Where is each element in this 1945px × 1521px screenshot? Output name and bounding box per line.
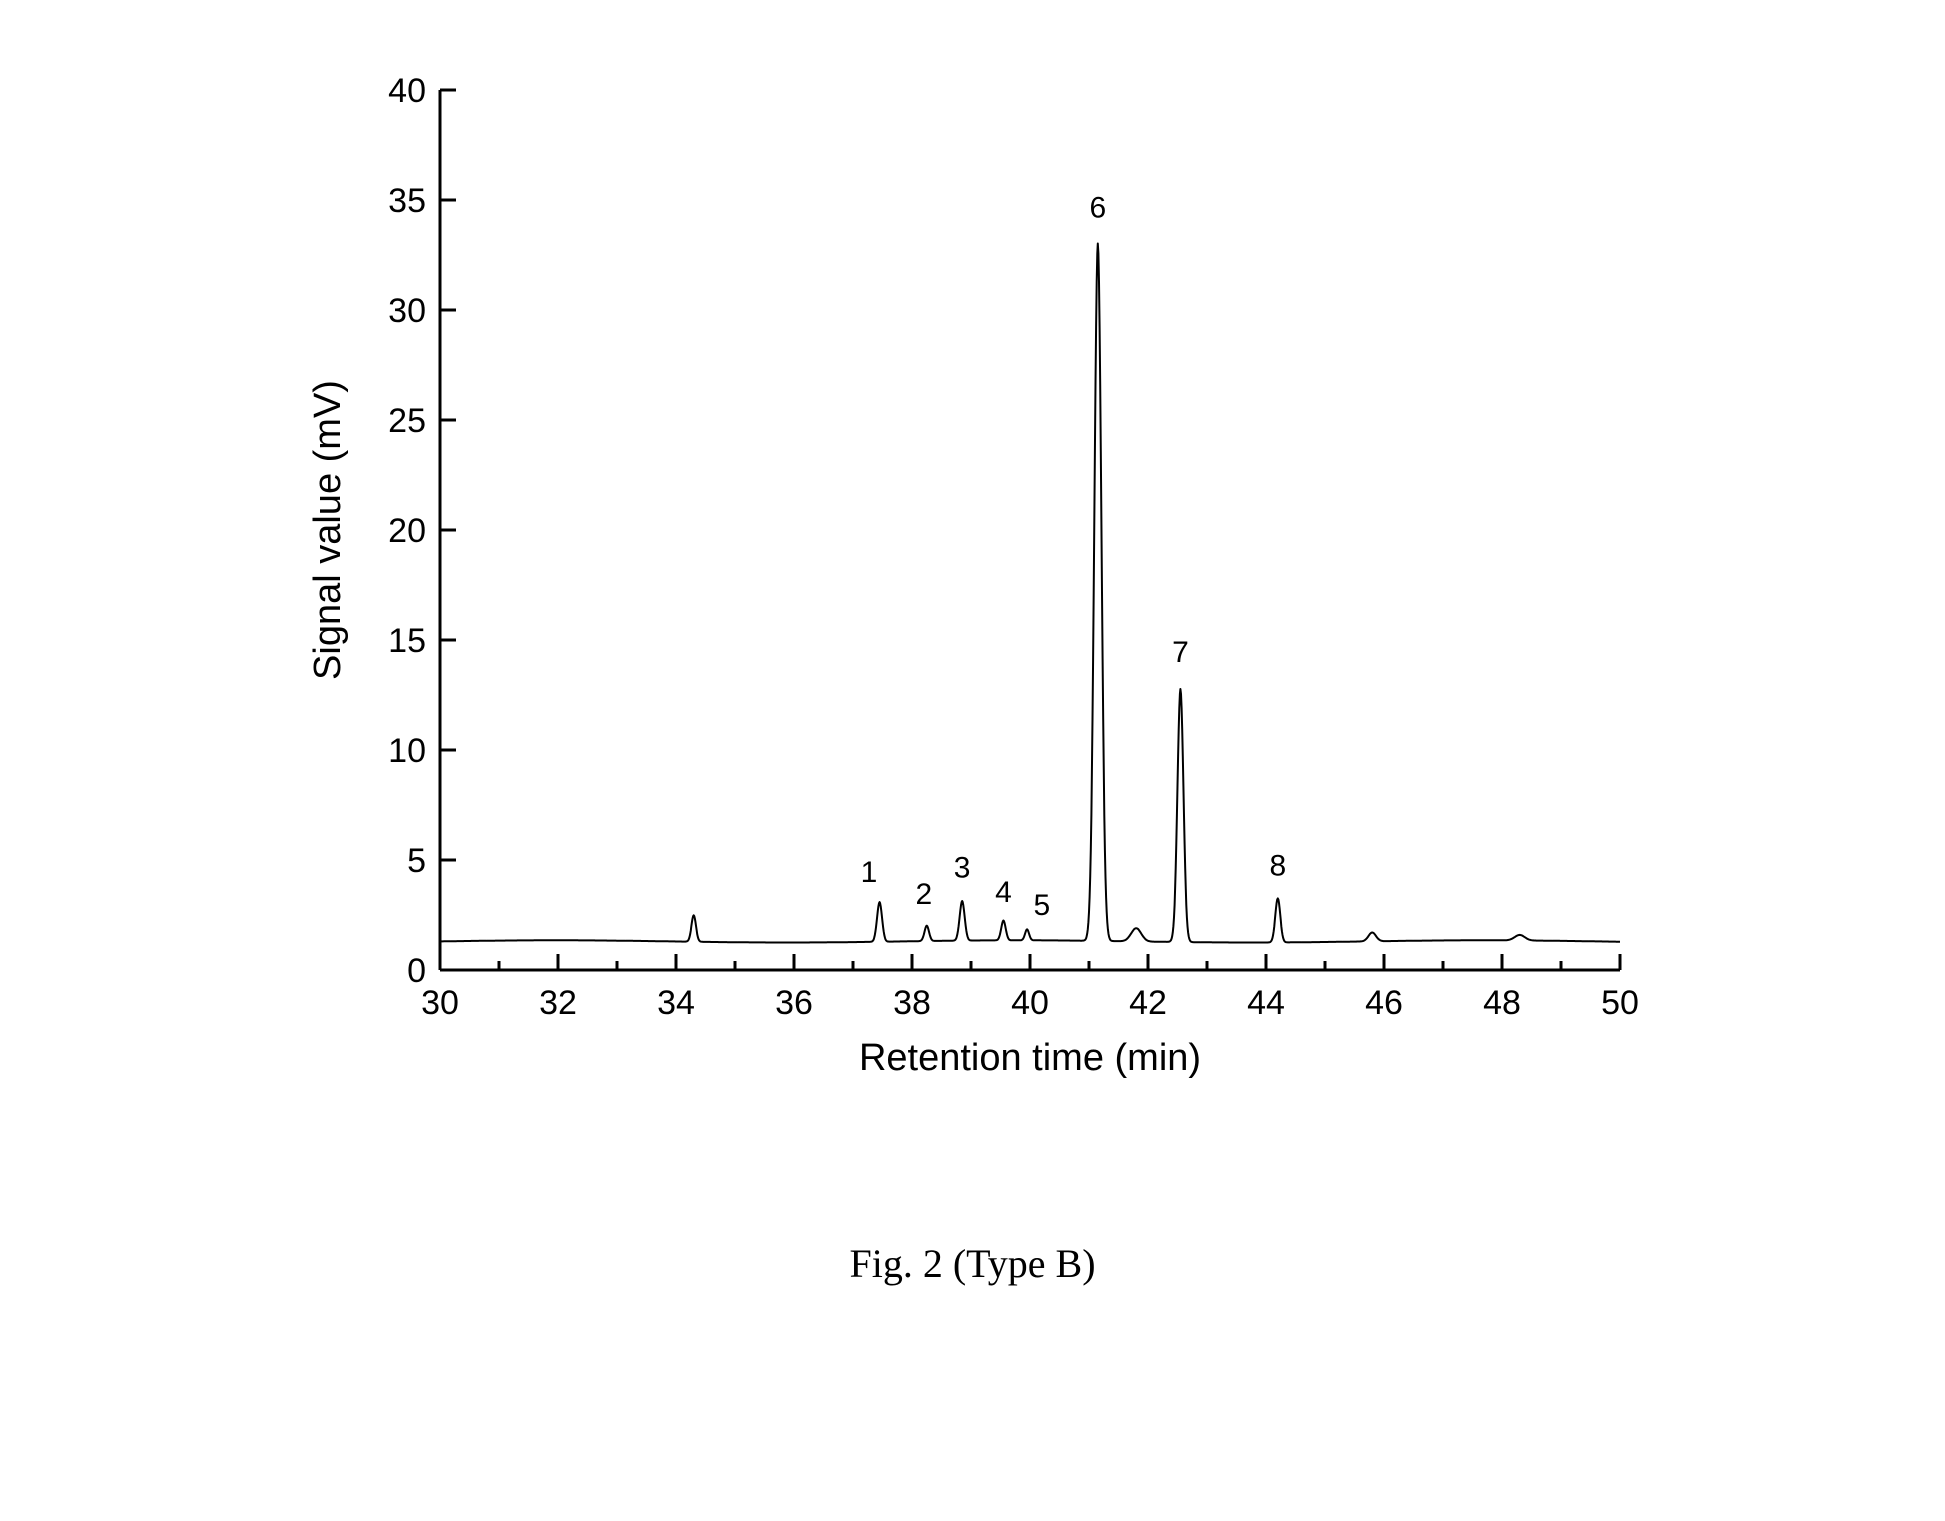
y-tick-label: 15 <box>388 622 426 660</box>
x-tick-label: 48 <box>1483 984 1521 1022</box>
chart-svg: 30323436384042444648500510152025303540Re… <box>180 30 1680 1080</box>
x-tick-label: 38 <box>893 984 931 1022</box>
y-tick-label: 40 <box>388 72 426 110</box>
y-tick-label: 35 <box>388 182 426 220</box>
x-tick-label: 44 <box>1247 984 1285 1022</box>
peak-label: 4 <box>995 876 1012 909</box>
y-tick-label: 10 <box>388 732 426 770</box>
x-tick-label: 36 <box>775 984 813 1022</box>
peak-label: 5 <box>1033 889 1050 922</box>
peak-label: 2 <box>915 878 932 911</box>
peak-label: 3 <box>954 852 971 885</box>
x-tick-label: 42 <box>1129 984 1167 1022</box>
chromatogram-trace <box>440 244 1620 943</box>
y-tick-label: 25 <box>388 402 426 440</box>
x-tick-label: 40 <box>1011 984 1049 1022</box>
peak-label: 7 <box>1172 636 1189 669</box>
page-root: 30323436384042444648500510152025303540Re… <box>0 0 1945 1521</box>
x-tick-label: 46 <box>1365 984 1403 1022</box>
y-tick-label: 5 <box>407 842 426 880</box>
figure-caption: Fig. 2 (Type B) <box>0 1240 1945 1287</box>
x-tick-label: 30 <box>421 984 459 1022</box>
peak-label: 8 <box>1269 849 1286 882</box>
chromatogram-chart: 30323436384042444648500510152025303540Re… <box>180 30 1680 1085</box>
y-tick-label: 0 <box>407 952 426 990</box>
peak-label: 6 <box>1090 192 1107 225</box>
y-tick-label: 30 <box>388 292 426 330</box>
x-tick-label: 32 <box>539 984 577 1022</box>
y-axis-label: Signal value (mV) <box>307 380 349 680</box>
peak-label: 1 <box>861 856 878 889</box>
x-tick-label: 34 <box>657 984 695 1022</box>
x-tick-label: 50 <box>1601 984 1639 1022</box>
y-tick-label: 20 <box>388 512 426 550</box>
x-axis-label: Retention time (min) <box>859 1037 1201 1079</box>
